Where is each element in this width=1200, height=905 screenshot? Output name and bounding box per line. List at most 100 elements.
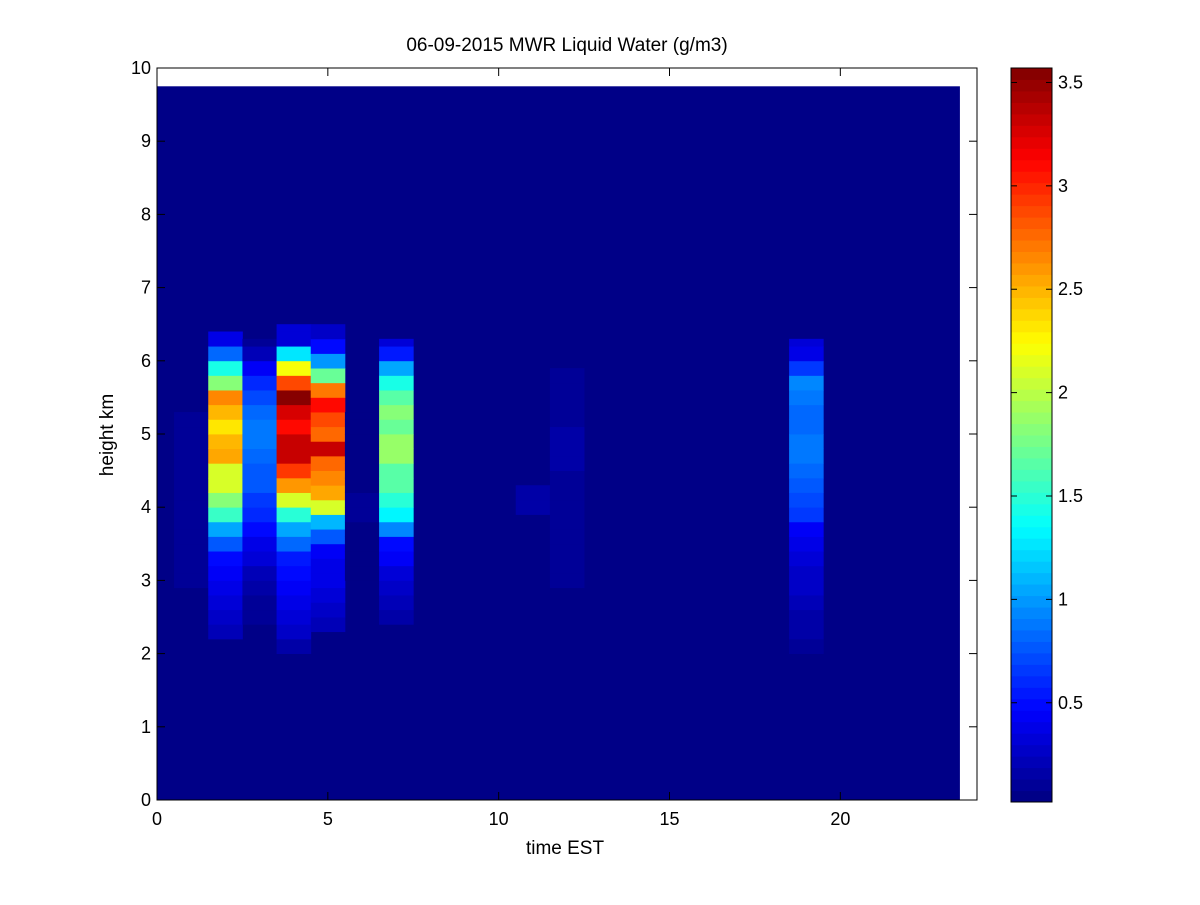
heatmap-cell xyxy=(379,360,414,376)
heatmap-cell xyxy=(208,404,243,420)
heatmap-cell xyxy=(379,463,414,479)
colorbar-segment xyxy=(1011,182,1052,195)
heatmap-cell xyxy=(242,390,277,406)
heatmap-cell xyxy=(310,485,346,501)
colorbar-segment xyxy=(1011,320,1052,333)
heatmap-cell xyxy=(310,558,346,574)
heatmap-cell xyxy=(174,529,209,545)
colorbar-segment xyxy=(1011,366,1052,379)
colorbar-segment xyxy=(1011,779,1052,792)
colorbar-segment xyxy=(1011,584,1052,597)
heatmap-cell xyxy=(174,573,209,589)
heatmap-cell xyxy=(310,455,346,471)
heatmap-cell xyxy=(789,609,824,625)
heatmap-cell xyxy=(174,441,209,457)
heatmap-cell xyxy=(242,492,277,508)
heatmap-cell xyxy=(276,536,312,552)
heatmap-cell xyxy=(276,404,312,420)
x-tick-label: 20 xyxy=(830,809,850,829)
colorbar-segment xyxy=(1011,595,1052,608)
colorbar-segment xyxy=(1011,756,1052,769)
heatmap-cell xyxy=(379,565,414,581)
heatmap-cell xyxy=(789,507,824,523)
heatmap-cell xyxy=(174,514,209,530)
colorbar-segment xyxy=(1011,469,1052,482)
colorbar-segment xyxy=(1011,159,1052,172)
colorbar-segment xyxy=(1011,331,1052,344)
heatmap-cell xyxy=(242,477,277,493)
heatmap-cell xyxy=(310,338,346,354)
heatmap-cell xyxy=(208,580,243,596)
heatmap-cell xyxy=(379,492,414,508)
heatmap-cell xyxy=(276,331,312,347)
heatmap-cell xyxy=(789,434,824,450)
colorbar-segment xyxy=(1011,423,1052,436)
heatmap-cell xyxy=(549,412,585,428)
colorbar-segment xyxy=(1011,297,1052,310)
colorbar-segment xyxy=(1011,698,1052,711)
heatmap-cell xyxy=(242,375,277,391)
heatmap-cell xyxy=(789,624,824,640)
heatmap-cell xyxy=(174,558,209,574)
y-tick-label: 0 xyxy=(141,790,151,810)
heatmap-cell xyxy=(276,346,312,362)
heatmap-cell xyxy=(789,375,824,391)
heatmap-cell xyxy=(208,521,243,537)
heatmap-cell xyxy=(789,551,824,567)
heatmap-cell xyxy=(208,463,243,479)
heatmap-cell xyxy=(208,565,243,581)
y-tick-label: 4 xyxy=(141,497,151,517)
colorbar-segment xyxy=(1011,629,1052,642)
heatmap-cell xyxy=(276,360,312,376)
heatmap-cell xyxy=(174,470,209,486)
heatmap-cell xyxy=(789,492,824,508)
heatmap-cell xyxy=(379,419,414,435)
heatmap-cell xyxy=(789,346,824,362)
heatmap-cell xyxy=(310,587,346,603)
heatmap-cell xyxy=(549,514,585,530)
heatmap-cell xyxy=(208,419,243,435)
colorbar-segment xyxy=(1011,664,1052,677)
colorbar-tick-label: 1 xyxy=(1058,589,1068,609)
colorbar-segment xyxy=(1011,767,1052,780)
heatmap-cell xyxy=(208,477,243,493)
colorbar-tick-label: 0.5 xyxy=(1058,693,1083,713)
heatmap-cell xyxy=(379,346,414,362)
heatmap-cell xyxy=(549,558,585,574)
heatmap-cell xyxy=(310,353,346,369)
heatmap-cell xyxy=(310,514,346,530)
colorbar-segment xyxy=(1011,435,1052,447)
heatmap-cell xyxy=(379,477,414,493)
heatmap-cell xyxy=(242,580,277,596)
colorbar-segment xyxy=(1011,561,1052,574)
colorbar-segment xyxy=(1011,343,1052,356)
y-tick-label: 7 xyxy=(141,278,151,298)
heatmap-cell xyxy=(789,580,824,596)
heatmap-cell xyxy=(174,455,209,471)
colorbar-frame xyxy=(1010,67,1053,803)
colorbar-segment xyxy=(1011,113,1052,126)
heatmap-cell xyxy=(276,375,312,391)
heatmap-cell xyxy=(276,324,312,332)
heatmap-cell xyxy=(789,448,824,464)
heatmap-cell xyxy=(789,595,824,611)
x-tick-label: 10 xyxy=(489,809,509,829)
heatmap-cell xyxy=(549,573,585,589)
heatmap-cell xyxy=(379,580,414,596)
heatmap-cell xyxy=(276,580,312,596)
colorbar-segment xyxy=(1011,503,1052,516)
heatmap-cell xyxy=(789,390,824,406)
heatmap-cell xyxy=(379,507,414,523)
colorbar-segment xyxy=(1011,515,1052,528)
heatmap-cell xyxy=(344,463,380,479)
colorbar-segment xyxy=(1011,526,1052,539)
heatmap-cell xyxy=(310,324,346,340)
heatmap-cell xyxy=(208,360,243,376)
heatmap-cell xyxy=(208,434,243,450)
heatmap-cell xyxy=(344,448,380,464)
heatmap-cell xyxy=(208,624,243,640)
heatmap-cell xyxy=(276,492,312,508)
x-tick-label: 5 xyxy=(323,809,333,829)
y-tick-label: 8 xyxy=(141,204,151,224)
